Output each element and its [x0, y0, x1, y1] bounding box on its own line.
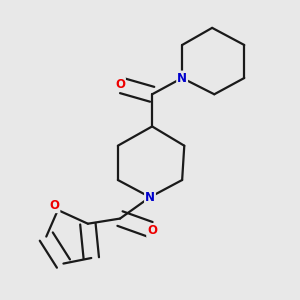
Text: O: O	[147, 224, 157, 237]
Text: O: O	[50, 199, 59, 212]
Text: N: N	[145, 190, 155, 204]
Text: N: N	[177, 71, 187, 85]
Text: O: O	[115, 78, 125, 91]
